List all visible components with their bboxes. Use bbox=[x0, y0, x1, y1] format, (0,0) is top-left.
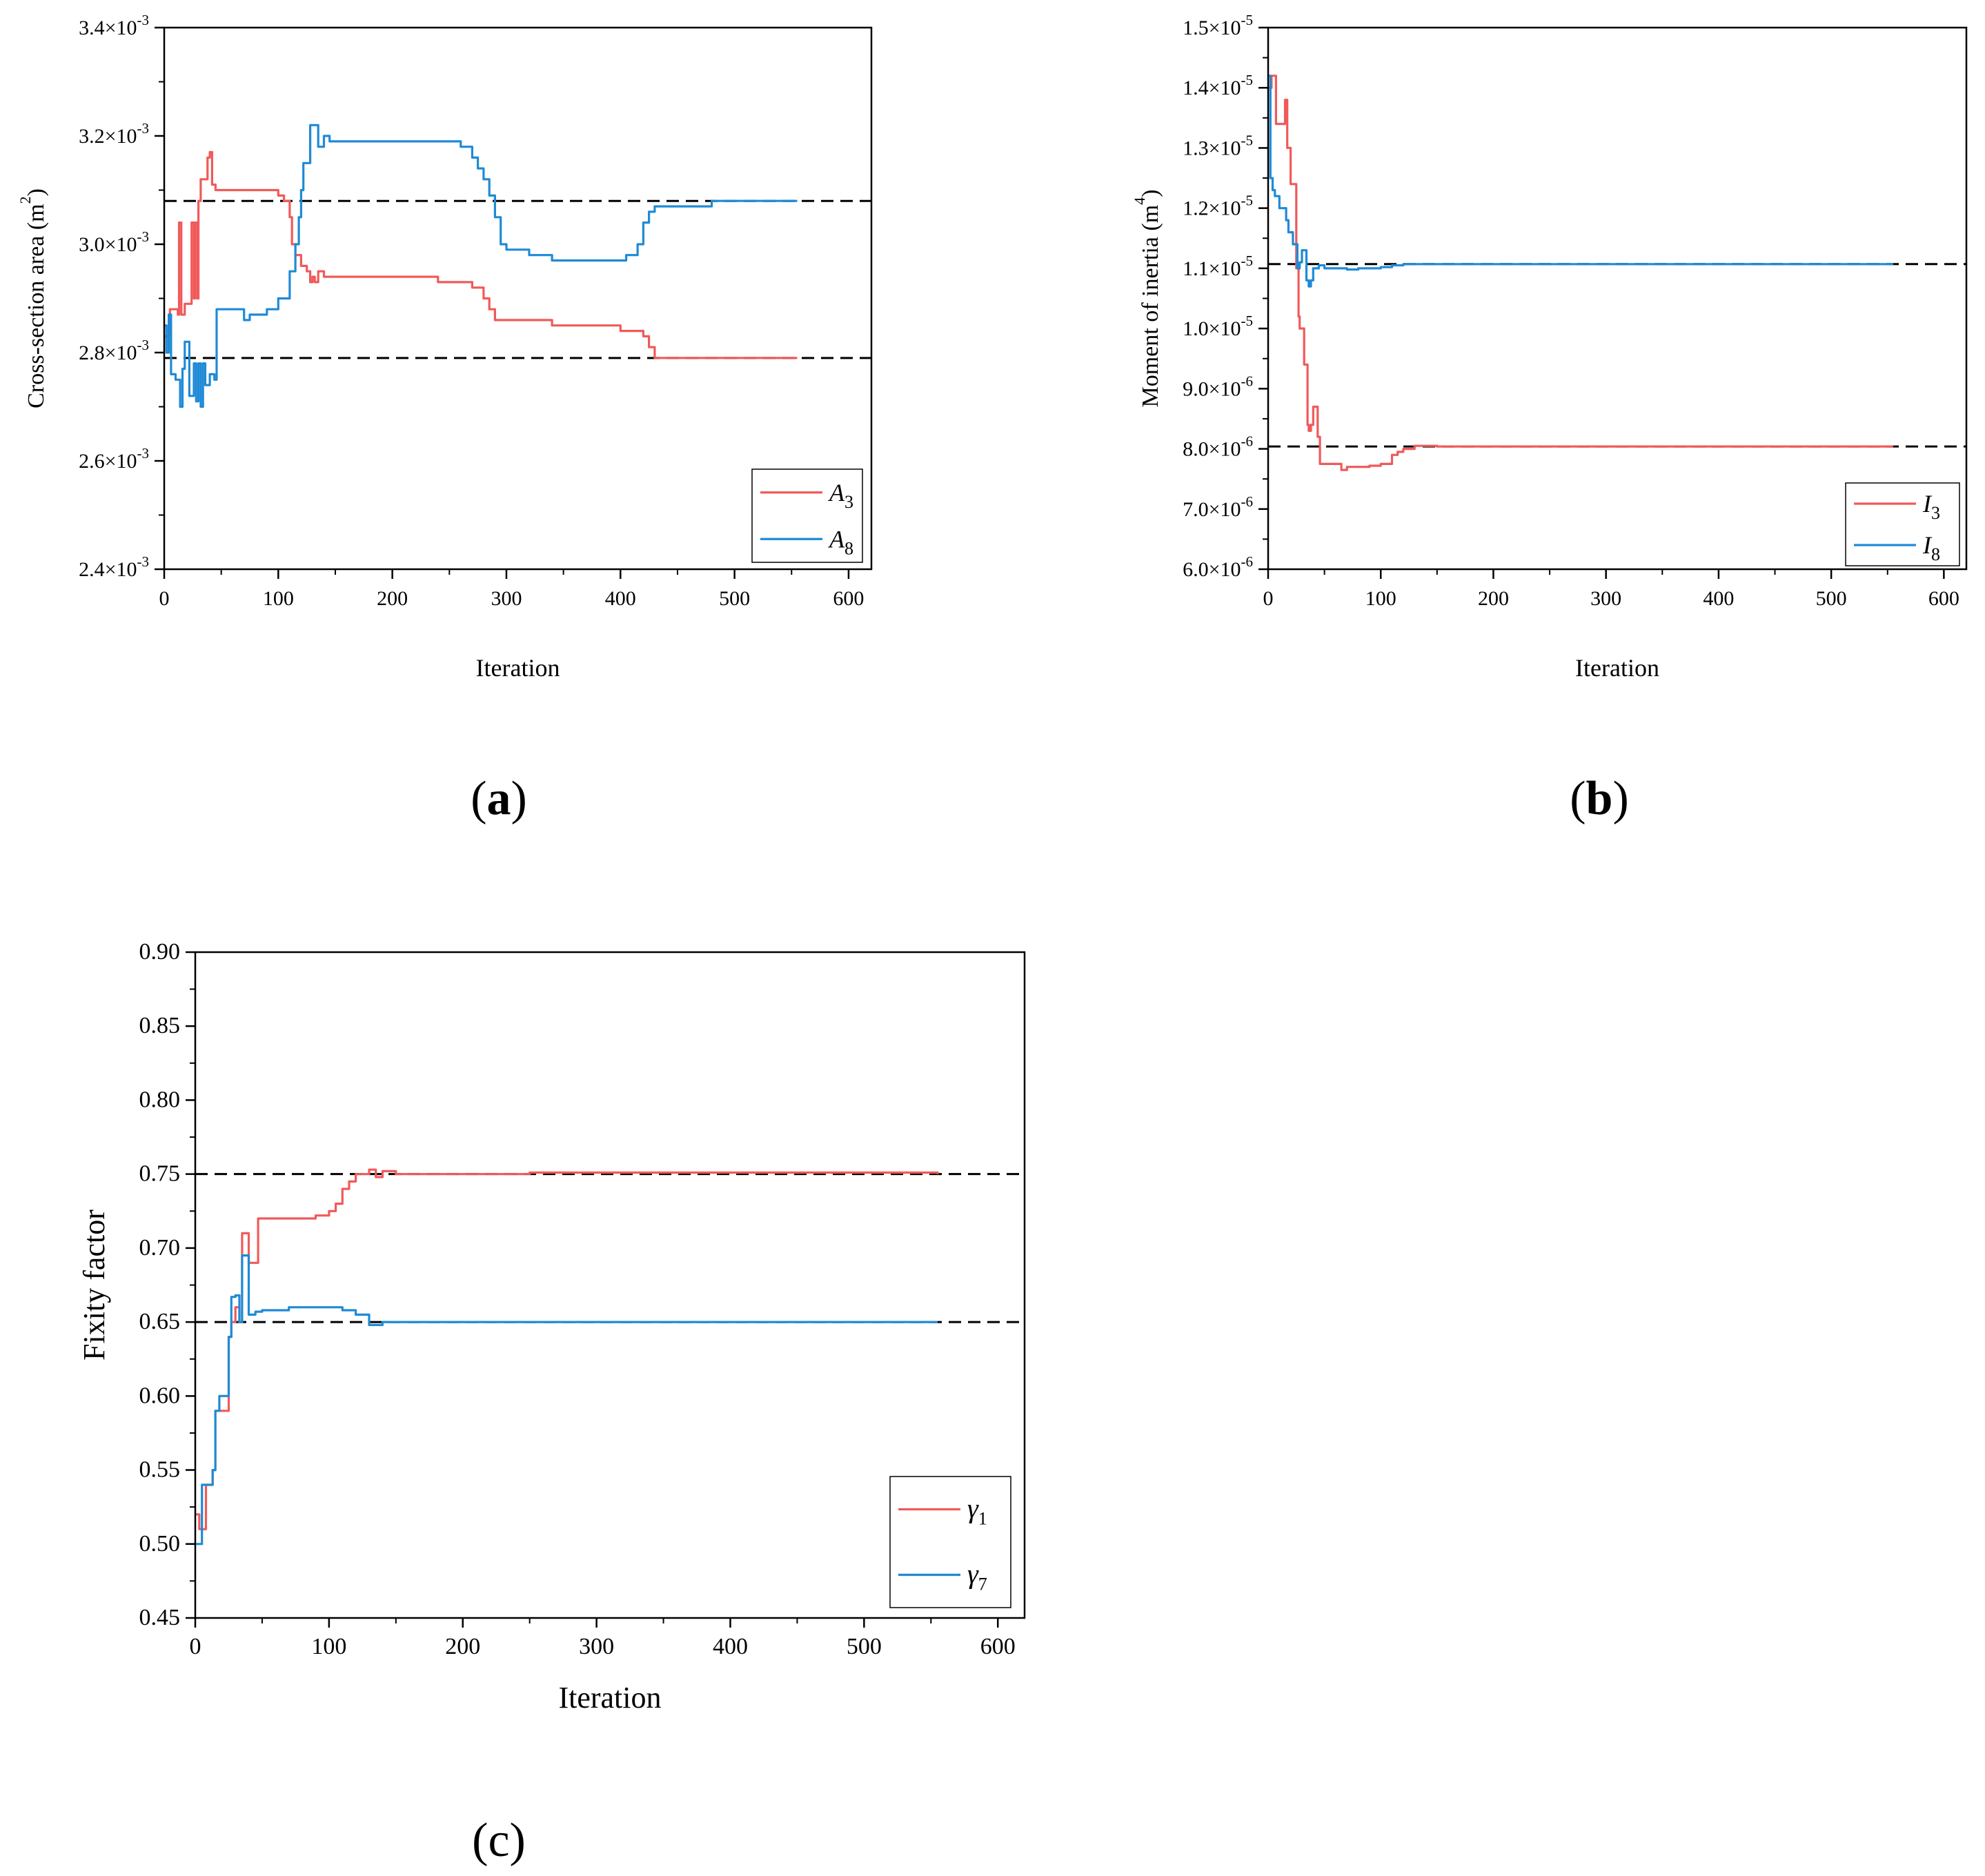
chart-panel-a: 0 100 200 300 400 500 600 2.4×10-3 2.6×10-3 2.8×1… bbox=[17, 12, 873, 825]
legend-entry: I8 bbox=[1922, 531, 1940, 564]
x-tick-label: 500 bbox=[847, 1634, 882, 1659]
legend-box bbox=[751, 468, 863, 563]
chart-panel-b: 0 100 200 300 400 500 600 6.0×10-6 7.0×10-6 8.0×1… bbox=[1131, 12, 1968, 825]
y-tick-label: 2.8×10-3 bbox=[79, 337, 149, 364]
legend-entry: γ7 bbox=[967, 1559, 987, 1594]
legend-box bbox=[889, 1476, 1011, 1608]
y-tick-label: 8.0×10-6 bbox=[1183, 433, 1253, 461]
y-tick-label: 3.4×10-3 bbox=[79, 12, 149, 39]
x-tick-label: 200 bbox=[1478, 587, 1509, 610]
panel-label: (c) bbox=[472, 1814, 526, 1867]
y-tick-label: 0.50 bbox=[139, 1531, 181, 1557]
x-tick-label: 0 bbox=[190, 1634, 201, 1659]
y-tick-label: 1.1×10-5 bbox=[1183, 253, 1253, 280]
x-tick-label: 400 bbox=[1703, 587, 1734, 610]
x-tick-label: 100 bbox=[311, 1634, 346, 1659]
y-tick-label: 1.0×10-5 bbox=[1183, 313, 1253, 340]
x-tick-label: 400 bbox=[713, 1634, 748, 1659]
y-tick-label: 2.4×10-3 bbox=[79, 553, 149, 581]
y-tick-label: 0.55 bbox=[139, 1457, 181, 1483]
y-tick-label: 1.3×10-5 bbox=[1183, 132, 1253, 159]
series-line-a-2 bbox=[164, 124, 798, 408]
series-line-c-2 bbox=[195, 1254, 938, 1546]
legend-entry: I3 bbox=[1922, 490, 1940, 523]
x-tick-label: 300 bbox=[491, 587, 522, 610]
series-line-b-1 bbox=[1268, 75, 1893, 471]
x-tick-label: 100 bbox=[263, 587, 294, 610]
y-tick-label: 0.85 bbox=[139, 1013, 181, 1038]
series-line-b-2 bbox=[1268, 75, 1893, 288]
legend-entry: γ1 bbox=[967, 1493, 987, 1529]
x-tick-label: 600 bbox=[980, 1634, 1016, 1659]
chart-panel-c: 0 100 200 300 400 500 600 0.45 0.50 0.55 0.60 0.65 0… bbox=[77, 939, 1026, 1867]
legend-entry: A8 bbox=[828, 525, 853, 558]
legend-entry: A3 bbox=[828, 479, 853, 512]
x-tick-label: 400 bbox=[605, 587, 636, 610]
x-tick-label: 600 bbox=[833, 587, 864, 610]
legend-box bbox=[1845, 482, 1960, 566]
x-tick-label: 0 bbox=[159, 587, 170, 610]
y-axis-label: Cross-section area (m2) bbox=[17, 188, 49, 408]
y-tick-label: 7.0×10-6 bbox=[1183, 493, 1253, 521]
y-tick-label: 1.2×10-5 bbox=[1183, 192, 1253, 220]
y-tick-label: 9.0×10-6 bbox=[1183, 373, 1253, 400]
y-tick-label: 2.6×10-3 bbox=[79, 445, 149, 473]
y-tick-label: 0.60 bbox=[139, 1383, 181, 1408]
y-tick-label: 0.45 bbox=[139, 1605, 181, 1630]
x-tick-label: 200 bbox=[445, 1634, 480, 1659]
x-tick-label: 0 bbox=[1263, 587, 1274, 610]
x-tick-label: 500 bbox=[719, 587, 750, 610]
x-tick-label: 200 bbox=[377, 587, 408, 610]
x-tick-label: 300 bbox=[1590, 587, 1621, 610]
x-axis-label: Iteration bbox=[1575, 654, 1659, 682]
panel-label: (b) bbox=[1570, 772, 1629, 825]
x-tick-label: 500 bbox=[1816, 587, 1847, 610]
panel-label: (a) bbox=[471, 772, 527, 825]
legend: γ1 γ7 bbox=[889, 1476, 1011, 1608]
y-tick-label: 6.0×10-6 bbox=[1183, 553, 1253, 581]
x-axis-label: Iteration bbox=[558, 1681, 661, 1715]
y-tick-label: 0.80 bbox=[139, 1087, 181, 1112]
x-axis-label: Iteration bbox=[476, 654, 560, 682]
x-tick-label: 100 bbox=[1365, 587, 1396, 610]
y-tick-label: 0.65 bbox=[139, 1309, 181, 1334]
y-tick-label: 1.5×10-5 bbox=[1183, 12, 1253, 39]
y-tick-label: 0.75 bbox=[139, 1161, 181, 1187]
y-tick-label: 1.4×10-5 bbox=[1183, 72, 1253, 99]
y-tick-label: 0.90 bbox=[139, 939, 181, 965]
y-tick-label: 3.2×10-3 bbox=[79, 120, 149, 148]
y-tick-label: 0.70 bbox=[139, 1235, 181, 1261]
x-tick-label: 300 bbox=[579, 1634, 614, 1659]
y-axis-label: Fixity factor bbox=[77, 1209, 111, 1361]
y-axis-label: Moment of inertia (m4) bbox=[1131, 190, 1163, 408]
y-tick-label: 3.0×10-3 bbox=[79, 228, 149, 256]
x-tick-label: 600 bbox=[1928, 587, 1959, 610]
